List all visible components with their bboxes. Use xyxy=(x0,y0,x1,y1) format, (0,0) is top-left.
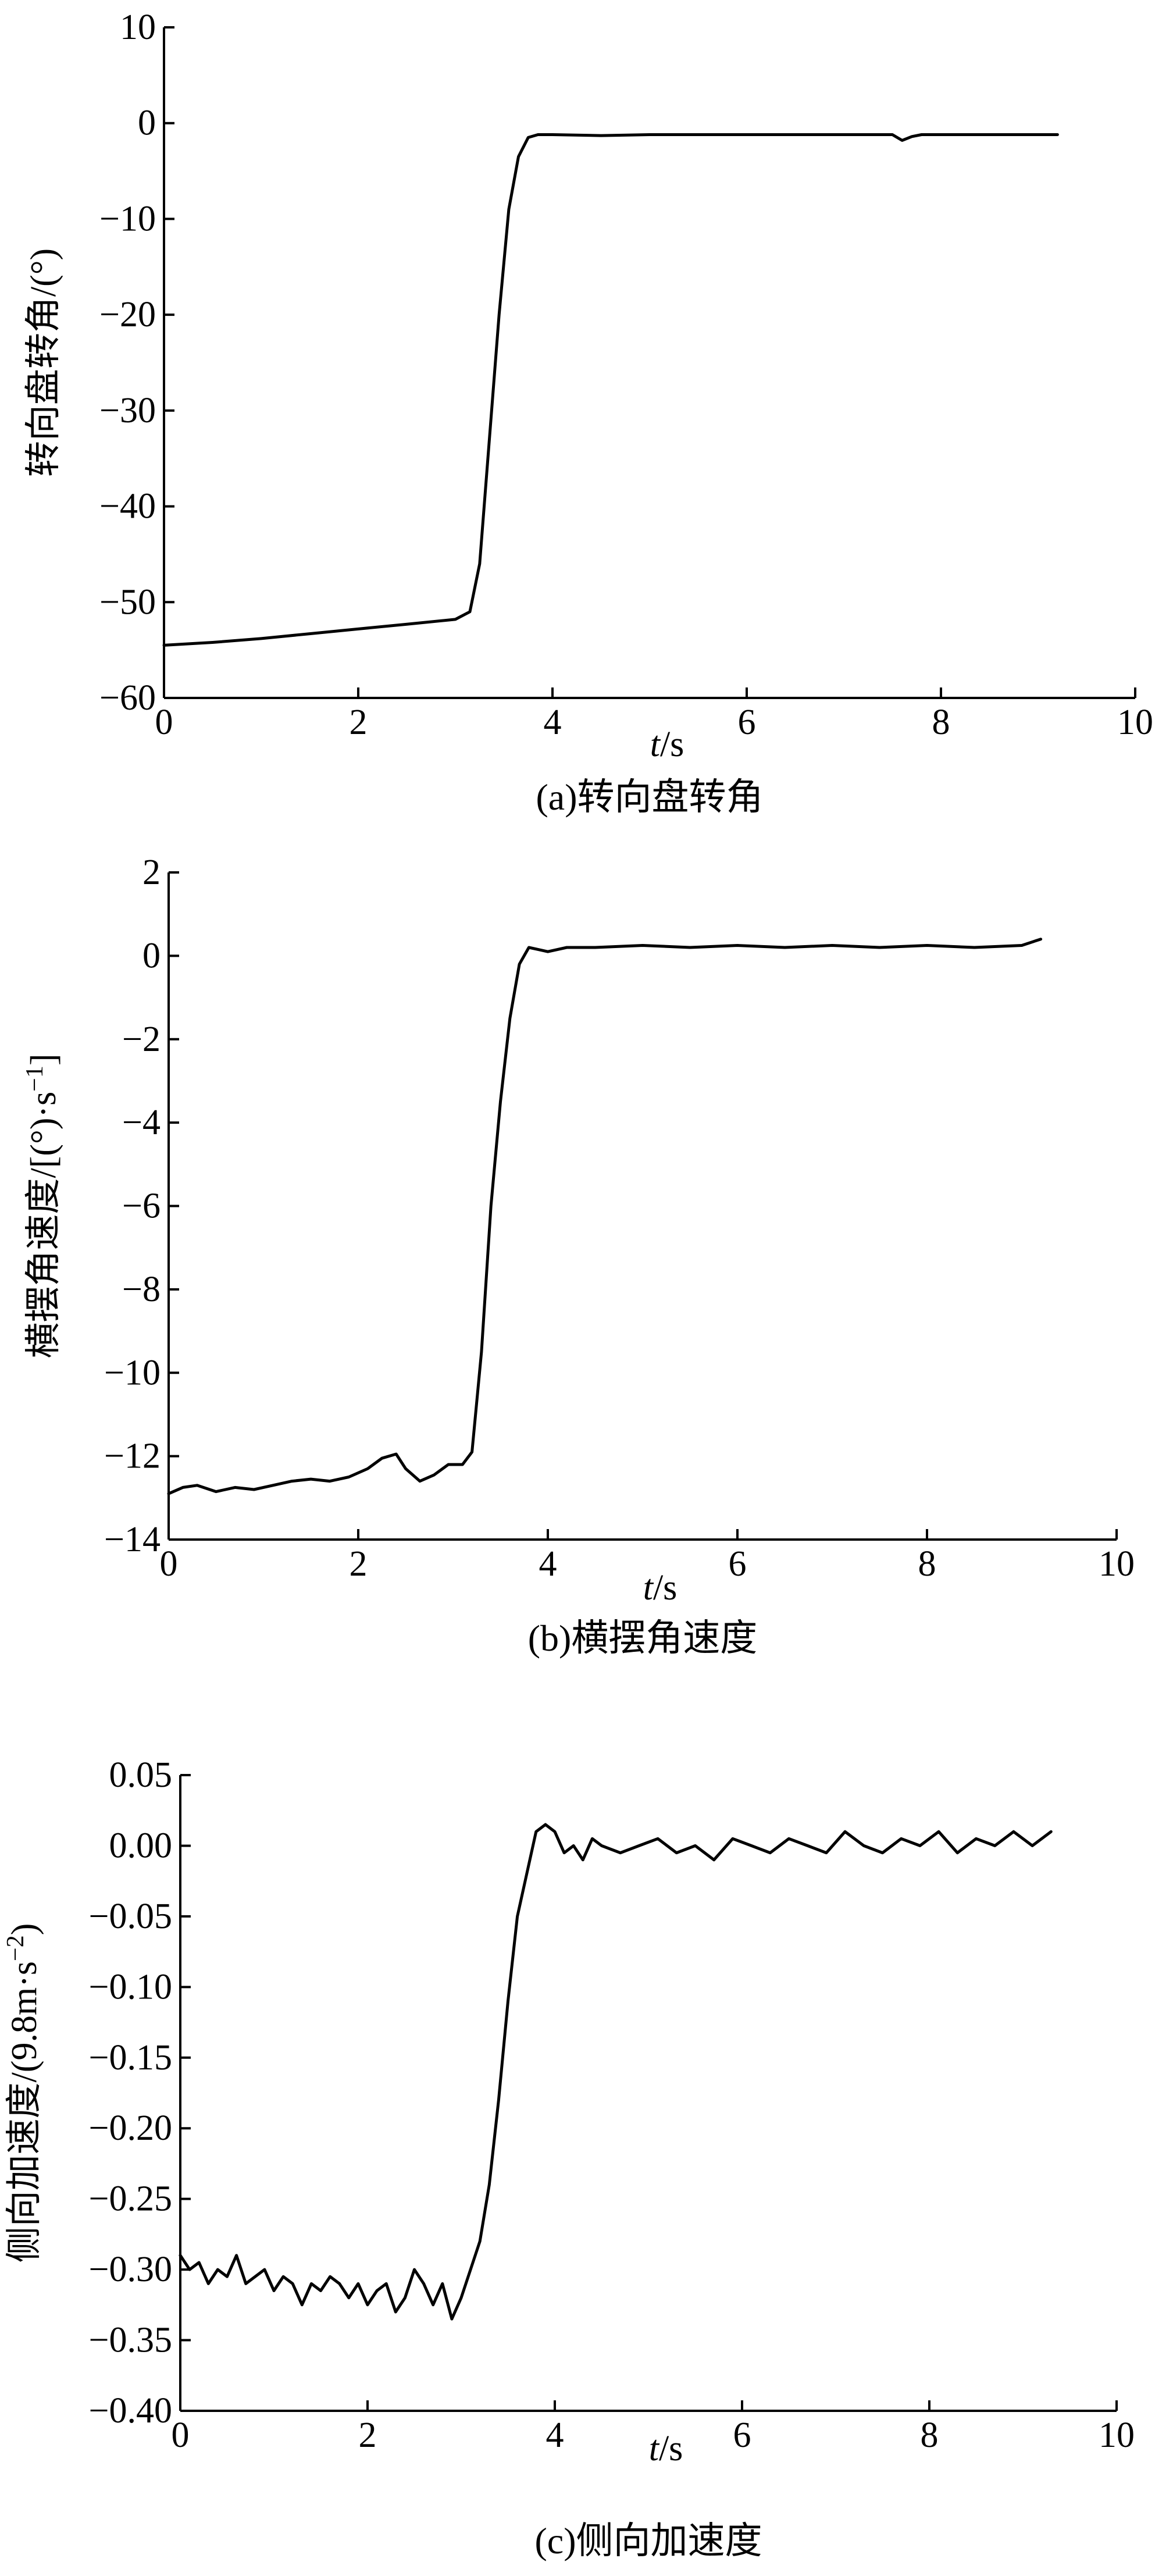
y-tick-label: −20 xyxy=(99,295,156,334)
y-tick-label: 10 xyxy=(120,8,156,47)
x-axis-title-unit: /s xyxy=(659,2429,683,2468)
x-tick-label: 2 xyxy=(350,1544,368,1584)
y-tick-label: 0 xyxy=(142,936,161,975)
y-axis-title-text: 侧向加速度/(9.8m·s xyxy=(5,1961,44,2263)
x-tick-label: 8 xyxy=(918,1544,936,1584)
x-tick-label: 4 xyxy=(546,2415,564,2455)
x-axis-title: t/s xyxy=(650,725,684,764)
y-tick-label: −30 xyxy=(99,391,156,430)
y-tick-label: 0.05 xyxy=(109,1755,173,1795)
y-tick-label: −0.25 xyxy=(89,2179,172,2219)
x-tick-label: 2 xyxy=(350,703,368,742)
x-tick-label: 0 xyxy=(160,1544,178,1584)
y-axis-title-superscript: −2 xyxy=(2,1935,29,1961)
y-axis-title: 侧向加速度/(9.8m·s−2) xyxy=(2,1923,44,2263)
x-tick-label: 10 xyxy=(1099,1544,1135,1584)
y-axis-title-tail: ] xyxy=(24,1053,63,1066)
x-tick-label: 6 xyxy=(733,2415,751,2455)
x-tick-label: 4 xyxy=(544,703,562,742)
y-tick-label: 0.00 xyxy=(109,1826,173,1865)
y-tick-label: −0.30 xyxy=(89,2250,172,2289)
y-tick-label: −0.05 xyxy=(89,1897,172,1936)
x-tick-label: 2 xyxy=(359,2415,377,2455)
x-tick-label: 10 xyxy=(1099,2415,1135,2455)
x-axis-title-variable: t xyxy=(649,2429,660,2468)
y-tick-label: 2 xyxy=(142,853,161,892)
series-line xyxy=(179,1823,1053,2321)
chart-caption: (c)侧向加速度 xyxy=(534,2520,762,2561)
x-tick-label: 0 xyxy=(155,703,173,742)
x-tick-label: 8 xyxy=(932,703,950,742)
x-tick-label: 6 xyxy=(729,1544,747,1584)
y-tick-label: −0.10 xyxy=(89,1967,172,2007)
y-axis-title-superscript: −1 xyxy=(22,1066,48,1092)
x-axis-title-variable: t xyxy=(643,1568,654,1608)
x-tick-label: 10 xyxy=(1117,703,1153,742)
y-tick-label: 0 xyxy=(138,104,156,143)
y-tick-label: −40 xyxy=(99,487,156,526)
series-line xyxy=(167,938,1043,1495)
chart-panel-1: 0 2 4 6 8 10 2 0 −2 −4 −6 −8 −10 −12 −14 t/s 横摆角速度/[(°)·… xyxy=(22,853,1135,1659)
y-tick-label: −10 xyxy=(104,1353,161,1392)
chart-caption: (a)转向盘转角 xyxy=(536,776,763,818)
x-tick-label: 0 xyxy=(172,2415,190,2455)
y-axis-title: 横摆角速度/[(°)·s−1] xyxy=(22,1053,63,1358)
x-axis-title: t/s xyxy=(643,1568,678,1608)
y-tick-label: −4 xyxy=(122,1103,161,1142)
y-tick-label: −0.35 xyxy=(89,2321,172,2360)
y-tick-label: −60 xyxy=(99,678,156,718)
y-tick-label: −50 xyxy=(99,582,156,622)
chart-panel-0: 0 2 4 6 8 10 10 0 −10 −20 −30 −40 −50 −60 t/s 转向盘转角/(°)… xyxy=(24,8,1153,818)
x-tick-label: 4 xyxy=(539,1544,557,1584)
y-tick-label: −14 xyxy=(104,1520,161,1559)
x-axis-title-variable: t xyxy=(650,725,661,764)
x-axis-title-unit: /s xyxy=(660,725,684,764)
y-tick-label: −0.15 xyxy=(89,2038,172,2078)
y-axis-title: 转向盘转角/(°) xyxy=(24,248,63,477)
series-line xyxy=(162,133,1059,647)
y-tick-label: −6 xyxy=(122,1187,161,1226)
y-tick-label: −0.40 xyxy=(89,2391,172,2431)
chart-caption: (b)横摆角速度 xyxy=(528,1617,758,1659)
x-tick-label: 6 xyxy=(738,703,756,742)
y-axis-title-text: 横摆角速度/[(°)·s xyxy=(24,1092,63,1359)
y-tick-label: −12 xyxy=(104,1437,161,1476)
y-tick-label: −2 xyxy=(122,1020,161,1059)
y-axis-title-tail: ) xyxy=(5,1923,44,1936)
y-tick-label: −10 xyxy=(99,199,156,238)
x-axis-title: t/s xyxy=(649,2429,683,2468)
chart-panel-2: 0 2 4 6 8 10 0.05 0.00 −0.05 −0.10 −0.15 −0.20 −0.25… xyxy=(2,1755,1135,2561)
y-tick-label: −8 xyxy=(122,1270,161,1309)
y-axis-title-text: 转向盘转角/(°) xyxy=(24,248,63,477)
x-axis-title-unit: /s xyxy=(653,1568,677,1608)
y-tick-label: −0.20 xyxy=(89,2108,172,2148)
x-tick-label: 8 xyxy=(921,2415,939,2455)
